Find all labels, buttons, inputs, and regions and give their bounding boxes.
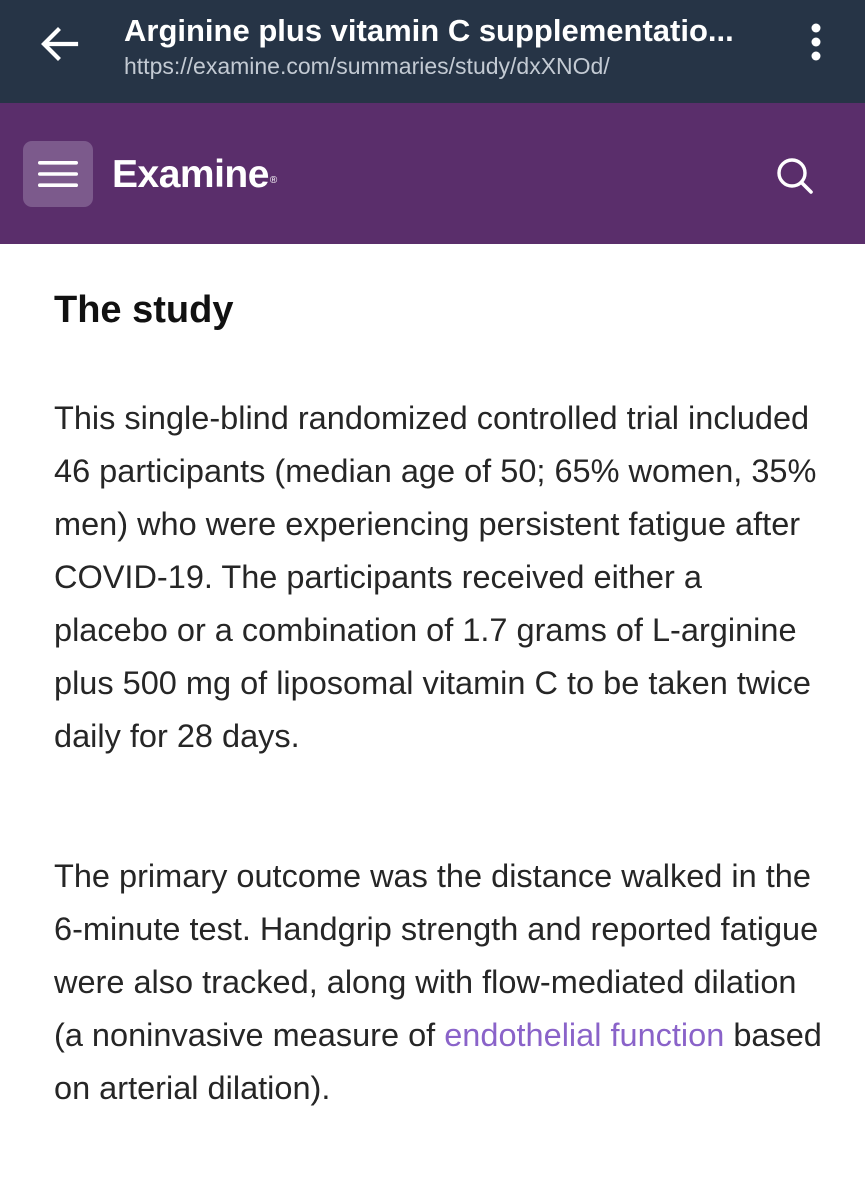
menu-button[interactable] <box>23 141 93 207</box>
vertical-dots-icon <box>811 23 821 61</box>
arrow-left-icon <box>41 27 79 61</box>
hamburger-icon <box>38 161 78 187</box>
paragraph-2-text-end: based on arterial dilation). <box>54 1017 822 1106</box>
back-button[interactable] <box>26 18 94 70</box>
logo-text: Examine <box>112 153 269 196</box>
section-heading: The study <box>54 289 234 331</box>
page-title: Arginine plus vitamin C supplementatio..… <box>124 13 734 48</box>
search-button[interactable] <box>770 148 820 204</box>
browser-title-area[interactable]: Arginine plus vitamin C supplementatio..… <box>124 12 784 80</box>
search-icon <box>777 158 813 194</box>
endothelial-function-link[interactable]: endothelial function <box>444 1017 725 1053</box>
examine-logo[interactable]: Examine® <box>112 151 277 199</box>
registered-mark: ® <box>269 175 277 186</box>
paragraph-2-text-start: The primary outcome was the distance wal… <box>54 858 819 1053</box>
browser-top-bar: Arginine plus vitamin C supplementatio..… <box>0 0 865 103</box>
site-header: Examine® <box>0 103 865 244</box>
study-paragraph-2: The primary outcome was the distance wal… <box>54 850 824 1115</box>
more-options-button[interactable] <box>796 20 836 64</box>
study-paragraph-1: This single-blind randomized controlled … <box>54 400 817 754</box>
page-url: https://examine.com/summaries/study/dxXN… <box>124 53 610 79</box>
